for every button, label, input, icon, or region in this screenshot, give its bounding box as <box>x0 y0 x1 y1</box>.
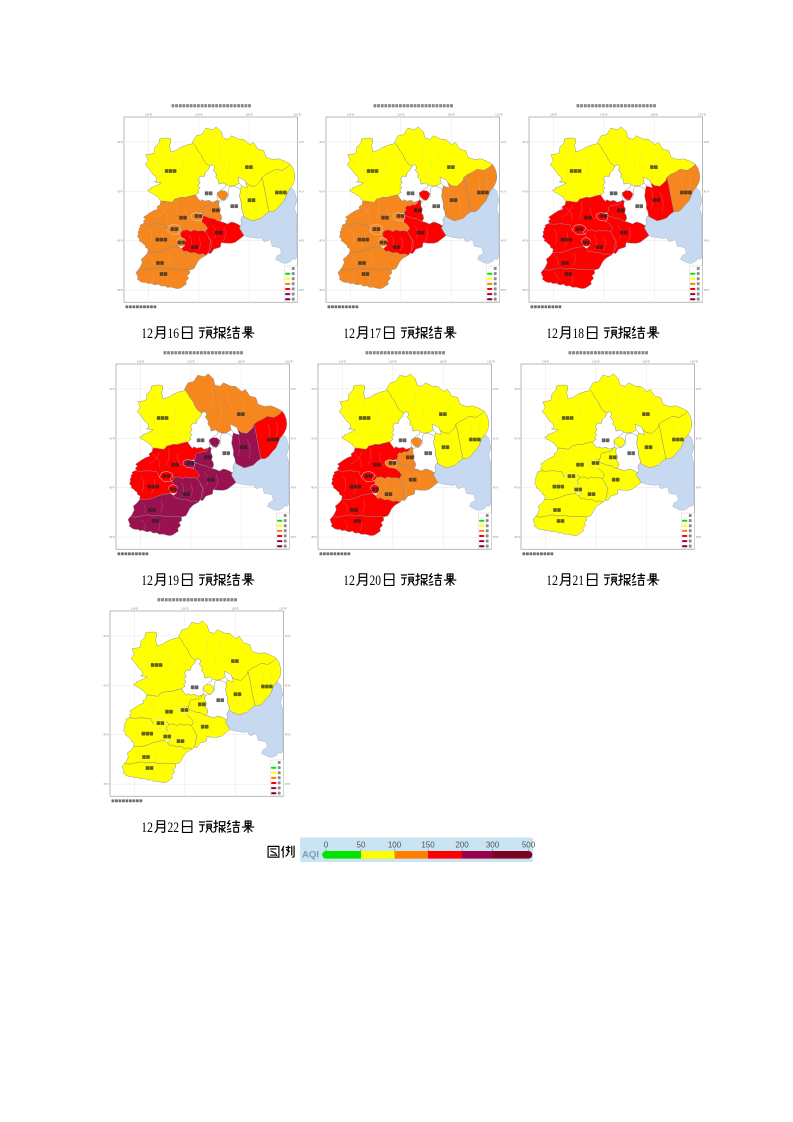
svg-text:AQI: AQI <box>302 850 319 861</box>
svg-text:17: 17 <box>370 326 382 342</box>
svg-text:200: 200 <box>455 841 469 850</box>
svg-text:12: 12 <box>548 326 558 342</box>
svg-text:500: 500 <box>522 841 536 850</box>
svg-text:100: 100 <box>388 841 402 850</box>
svg-text:12: 12 <box>345 326 355 342</box>
svg-text:21: 21 <box>572 573 584 589</box>
svg-text:300: 300 <box>486 841 500 850</box>
svg-text:0: 0 <box>324 841 329 850</box>
svg-text:19: 19 <box>167 573 179 589</box>
svg-text:12: 12 <box>548 573 558 589</box>
svg-text:150: 150 <box>421 841 435 850</box>
svg-text:20: 20 <box>370 573 382 589</box>
svg-text:12: 12 <box>143 820 153 836</box>
svg-text:22: 22 <box>167 820 179 836</box>
svg-text:18: 18 <box>572 326 584 342</box>
svg-text:16: 16 <box>167 326 179 342</box>
svg-text:12: 12 <box>143 326 153 342</box>
svg-text:50: 50 <box>357 841 366 850</box>
svg-text:12: 12 <box>345 573 355 589</box>
svg-text:12: 12 <box>143 573 153 589</box>
